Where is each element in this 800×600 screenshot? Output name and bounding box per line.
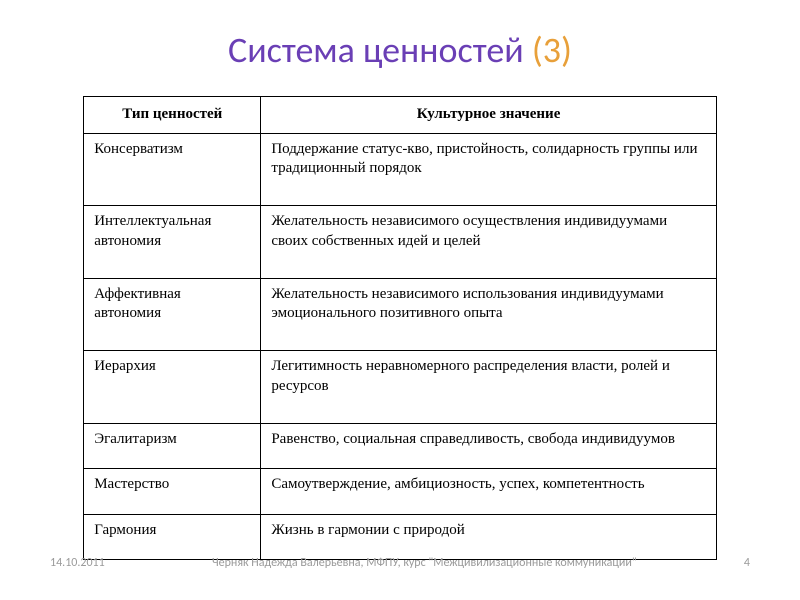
table-cell: Иерархия: [84, 351, 261, 424]
slide-container: Система ценностей (3) Тип ценностей Куль…: [0, 0, 800, 600]
table-row: Иерархия Легитимность неравномерного рас…: [84, 351, 717, 424]
table-header-col-0: Тип ценностей: [84, 97, 261, 134]
table-row: Мастерство Самоутверждение, амбициозност…: [84, 469, 717, 514]
table-row: Аффективная автономия Желательность неза…: [84, 278, 717, 351]
table-cell: Гармония: [84, 514, 261, 559]
footer-page-number: 4: [744, 556, 750, 570]
footer-date: 14.10.2011: [50, 556, 105, 570]
table-cell: Эгалитаризм: [84, 423, 261, 468]
footer-author-course: Черняк Надежда Валерьевна, МФПУ, курс "М…: [105, 556, 744, 570]
slide-title: Система ценностей (3): [40, 28, 760, 72]
table-wrapper: Тип ценностей Культурное значение Консер…: [40, 96, 760, 560]
table-cell: Легитимность неравномерного распределени…: [261, 351, 716, 424]
title-number-text: (3): [532, 28, 572, 72]
table-header-row: Тип ценностей Культурное значение: [84, 97, 717, 134]
table-cell: Желательность независимого использования…: [261, 278, 716, 351]
table-cell: Поддержание статус-кво, пристойность, со…: [261, 133, 716, 206]
table-row: Гармония Жизнь в гармонии с природой: [84, 514, 717, 559]
table-row: Эгалитаризм Равенство, социальная справе…: [84, 423, 717, 468]
table-cell: Равенство, социальная справедливость, св…: [261, 423, 716, 468]
table-cell: Мастерство: [84, 469, 261, 514]
table-cell: Интеллектуальная автономия: [84, 206, 261, 279]
table-cell: Жизнь в гармонии с природой: [261, 514, 716, 559]
table-header-col-1: Культурное значение: [261, 97, 716, 134]
table-cell: Желательность независимого осуществления…: [261, 206, 716, 279]
table-cell: Аффективная автономия: [84, 278, 261, 351]
values-table: Тип ценностей Культурное значение Консер…: [83, 96, 717, 560]
title-main-text: Система ценностей: [228, 28, 532, 72]
table-row: Консерватизм Поддержание статус-кво, при…: [84, 133, 717, 206]
table-row: Интеллектуальная автономия Желательность…: [84, 206, 717, 279]
table-cell: Консерватизм: [84, 133, 261, 206]
table-cell: Самоутверждение, амбициозность, успех, к…: [261, 469, 716, 514]
slide-footer: 14.10.2011 Черняк Надежда Валерьевна, МФ…: [0, 556, 800, 570]
